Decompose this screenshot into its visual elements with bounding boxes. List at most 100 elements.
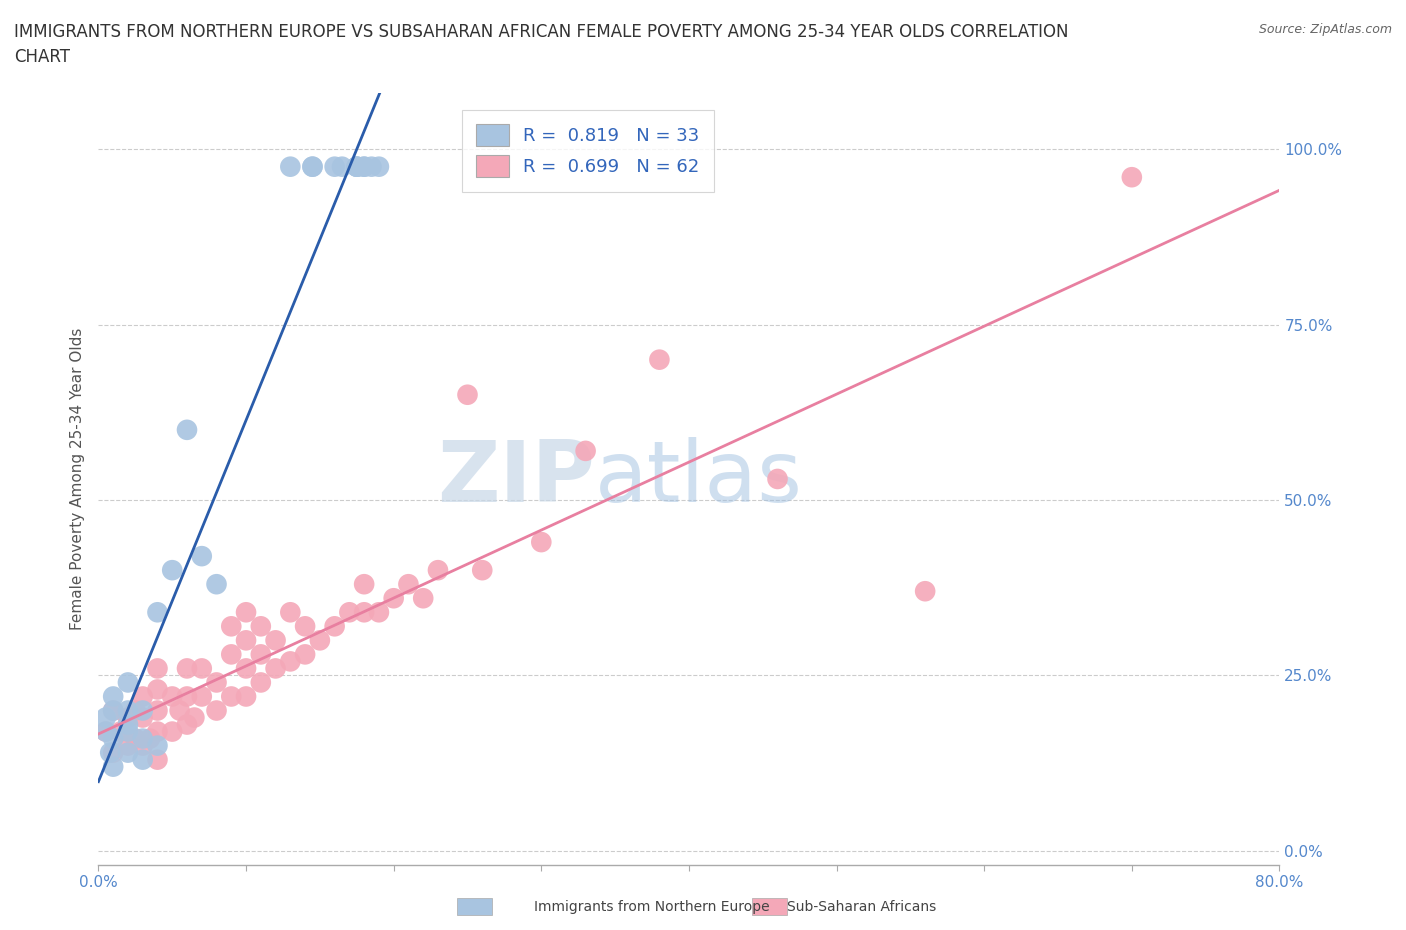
Point (146, 724, 169, 739)
Point (191, 549, 214, 564)
Point (280, 654, 302, 669)
Point (766, 472, 789, 486)
Text: atlas: atlas (595, 437, 803, 521)
Point (235, 661, 257, 676)
Point (124, 703, 146, 718)
Point (169, 703, 191, 718)
Point (427, 563, 450, 578)
Point (264, 633, 287, 648)
Point (162, 724, 183, 739)
Point (117, 711, 139, 725)
Point (346, 159, 368, 174)
Point (323, 618, 346, 633)
Point (162, 563, 183, 578)
Point (205, 675, 228, 690)
Point (323, 159, 346, 174)
Point (914, 584, 936, 599)
Point (250, 675, 273, 690)
Point (117, 724, 139, 739)
Point (264, 661, 287, 676)
Point (530, 535, 553, 550)
Point (648, 352, 671, 367)
Point (353, 159, 375, 174)
Point (205, 577, 228, 591)
Point (250, 618, 273, 633)
Point (360, 159, 382, 174)
Point (330, 159, 353, 174)
Point (94, 724, 117, 739)
Point (471, 563, 494, 578)
Point (132, 731, 155, 746)
Point (103, 689, 125, 704)
Point (132, 711, 155, 725)
Point (132, 752, 155, 767)
Point (1121, 170, 1143, 185)
Point (368, 604, 391, 619)
Text: IMMIGRANTS FROM NORTHERN EUROPE VS SUBSAHARAN AFRICAN FEMALE POVERTY AMONG 25-34: IMMIGRANTS FROM NORTHERN EUROPE VS SUBSA… (14, 23, 1069, 41)
Point (412, 591, 434, 605)
Legend: R =  0.819   N = 33, R =  0.699   N = 62: R = 0.819 N = 33, R = 0.699 N = 62 (461, 110, 714, 192)
Point (280, 159, 302, 174)
Point (117, 717, 139, 732)
Point (132, 689, 155, 704)
Point (221, 647, 243, 662)
Point (294, 618, 316, 633)
Point (146, 682, 169, 697)
Point (235, 604, 257, 619)
Point (221, 618, 243, 633)
Point (176, 717, 198, 732)
Point (176, 661, 198, 676)
Point (301, 159, 323, 174)
Text: Source: ZipAtlas.com: Source: ZipAtlas.com (1258, 23, 1392, 36)
Point (346, 159, 368, 174)
Point (103, 745, 125, 760)
Point (398, 577, 420, 591)
Point (221, 689, 243, 704)
Text: ZIP: ZIP (437, 437, 595, 521)
Text: CHART: CHART (14, 48, 70, 66)
Y-axis label: Female Poverty Among 25-34 Year Olds: Female Poverty Among 25-34 Year Olds (69, 327, 84, 631)
Point (132, 703, 155, 718)
Point (117, 703, 139, 718)
Point (124, 731, 146, 746)
Point (191, 661, 214, 676)
Point (205, 703, 228, 718)
Point (382, 591, 405, 605)
Point (146, 604, 169, 619)
Point (103, 703, 125, 718)
Point (146, 738, 169, 753)
Point (575, 444, 598, 458)
Point (353, 159, 375, 174)
Point (346, 159, 368, 174)
Point (368, 159, 391, 174)
Point (117, 745, 139, 760)
Point (301, 159, 323, 174)
Point (94, 711, 117, 725)
Point (146, 703, 169, 718)
Point (309, 633, 332, 648)
Point (117, 738, 139, 753)
Point (103, 759, 125, 774)
Point (139, 731, 162, 746)
Point (146, 661, 169, 676)
Point (162, 689, 183, 704)
Point (183, 711, 205, 725)
Point (110, 724, 132, 739)
Point (98, 745, 121, 760)
Point (280, 604, 302, 619)
Point (235, 633, 257, 648)
Point (132, 738, 155, 753)
Point (191, 689, 214, 704)
Point (353, 577, 375, 591)
Point (176, 689, 198, 704)
Text: Sub-Saharan Africans: Sub-Saharan Africans (787, 899, 936, 914)
Point (176, 422, 198, 437)
Point (235, 689, 257, 704)
Text: Immigrants from Northern Europe: Immigrants from Northern Europe (534, 899, 770, 914)
Point (294, 647, 316, 662)
Point (146, 752, 169, 767)
Point (353, 604, 375, 619)
Point (339, 604, 361, 619)
Point (457, 387, 479, 402)
Point (103, 703, 125, 718)
